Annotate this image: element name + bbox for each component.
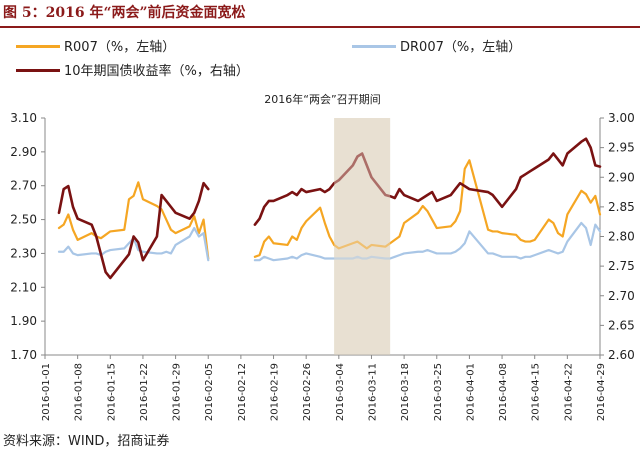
chart-title: 图 5：2016 年“两会”前后资金面宽松 [3, 5, 246, 21]
series-line-r007 [57, 159, 602, 260]
right-y-tick-label: 3.00 [608, 111, 635, 125]
x-tick-label: 2016-01-08 [74, 363, 85, 421]
x-tick-label: 2016-02-05 [204, 363, 215, 421]
right-y-tick-label: 2.85 [608, 200, 635, 214]
x-tick-label: 2016-01-01 [41, 363, 52, 421]
x-tick-label: 2016-04-22 [563, 363, 574, 421]
chart-axes: 1.70 1.90 2.10 2.30 2.50 2.70 2.90 3.10 2.60 2.65… [10, 111, 634, 421]
left-y-tick-label: 3.10 [10, 111, 37, 125]
x-tick-label: 2016-02-26 [302, 363, 313, 421]
right-y-tick-label: 2.90 [608, 170, 635, 184]
right-y-tick-label: 2.95 [608, 141, 635, 155]
right-y-tick-label: 2.65 [608, 318, 635, 332]
x-tick-label: 2016-04-01 [465, 363, 476, 421]
npc-session-annotation: 2016年“两会”召开期间 [264, 92, 380, 106]
x-tick-label: 2016-03-18 [400, 363, 411, 421]
legend-label-dr007: DR007（%，左轴） [400, 40, 522, 55]
right-y-tick-label: 2.80 [608, 230, 635, 244]
left-y-tick-label: 2.10 [10, 280, 37, 294]
legend-swatch-dr007 [352, 45, 396, 48]
npc-session-overlay [334, 118, 391, 355]
left-y-tick-label: 1.90 [10, 314, 37, 328]
x-tick-label: 2016-01-15 [106, 363, 117, 421]
left-y-tick-label: 2.90 [10, 145, 37, 159]
npc-session-shaded-band [334, 118, 391, 355]
series-line-yield [57, 137, 602, 280]
x-tick-label: 2016-01-29 [172, 363, 183, 421]
x-tick-label: 2016-04-08 [498, 363, 509, 421]
left-y-tick-label: 2.70 [10, 179, 37, 193]
legend-label-yield: 10年期国债收益率（%，右轴） [64, 64, 249, 79]
right-y-tick-label: 2.75 [608, 259, 635, 273]
chart-series-lines [57, 118, 602, 355]
legend-swatch-r007 [16, 45, 60, 48]
right-y-tick-label: 2.60 [608, 348, 635, 362]
source-note: 资料来源：WIND，招商证券 [3, 434, 170, 449]
left-y-tick-label: 1.70 [10, 348, 37, 362]
x-tick-label: 2016-03-25 [433, 363, 444, 421]
x-tick-label: 2016-03-11 [367, 363, 378, 421]
legend-swatch-yield [16, 69, 60, 72]
right-y-tick-label: 2.70 [608, 289, 635, 303]
x-tick-label: 2016-02-19 [270, 363, 281, 421]
left-y-tick-label: 2.30 [10, 246, 37, 260]
x-tick-label: 2016-04-29 [596, 363, 607, 421]
x-tick-label: 2016-03-04 [335, 363, 346, 421]
x-tick-label: 2016-01-22 [139, 363, 150, 421]
legend-label-r007: R007（%，左轴） [64, 40, 176, 55]
x-tick-label: 2016-04-15 [531, 363, 542, 421]
title-divider [0, 26, 640, 28]
left-y-tick-label: 2.50 [10, 213, 37, 227]
x-tick-label: 2016-02-12 [237, 363, 248, 421]
